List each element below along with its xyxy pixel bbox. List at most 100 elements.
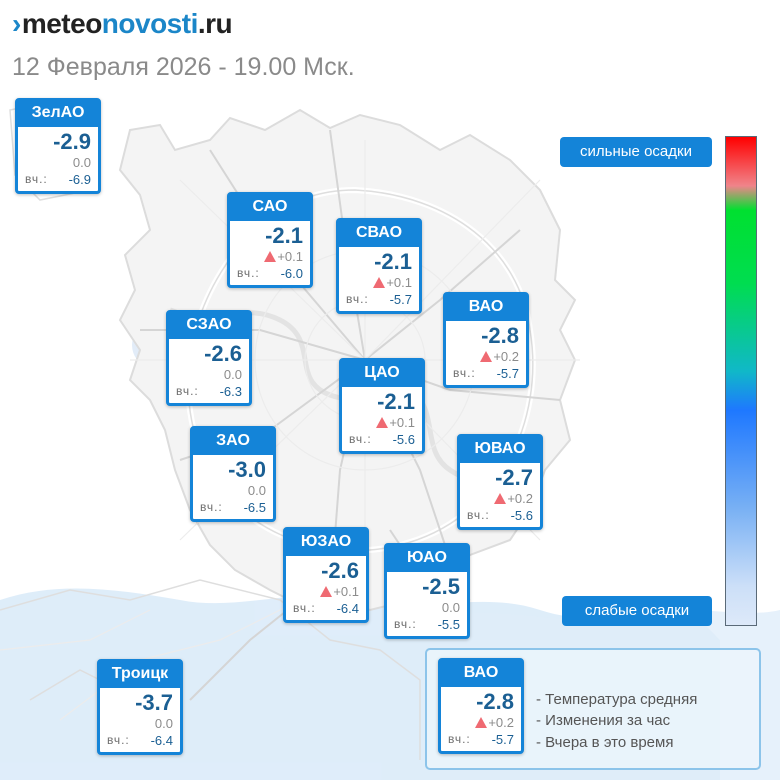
yesterday-label: вч.: xyxy=(346,292,369,306)
district-name: ВАО xyxy=(440,660,522,687)
average-temperature: -3.7 xyxy=(135,690,173,715)
logo-text-meteo: meteo xyxy=(21,8,102,39)
district-card-vao[interactable]: ВАО -2.8 +0.2 вч.: -5.7 xyxy=(443,292,529,388)
hourly-change-value: 0.0 xyxy=(441,600,460,615)
hourly-change-value: +0.2 xyxy=(493,349,519,364)
hourly-change: 0.0 xyxy=(73,155,91,170)
hourly-change-value: +0.1 xyxy=(333,584,359,599)
precipitation-scale-bar xyxy=(725,136,757,626)
yesterday-label: вч.: xyxy=(293,601,316,615)
district-card-yuao[interactable]: ЮАО -2.5 0.0 вч.: -5.5 xyxy=(384,543,470,639)
yesterday-temperature: -5.7 xyxy=(496,366,519,381)
district-card-cao[interactable]: ЦАО -2.1 +0.1 вч.: -5.6 xyxy=(339,358,425,454)
yesterday-label: вч.: xyxy=(200,500,223,514)
yesterday-temperature: -6.9 xyxy=(68,172,91,187)
hourly-change-value: 0.0 xyxy=(154,716,173,731)
hourly-change: +0.1 xyxy=(376,415,415,430)
average-temperature: -2.6 xyxy=(204,341,242,366)
hourly-change: +0.2 xyxy=(480,349,519,364)
district-card-sao[interactable]: САО -2.1 +0.1 вч.: -6.0 xyxy=(227,192,313,288)
hourly-change: +0.1 xyxy=(373,275,412,290)
yesterday-row: вч.: -6.3 xyxy=(176,384,242,399)
logo-chevron-icon: › xyxy=(12,8,21,39)
yesterday-label: вч.: xyxy=(176,384,199,398)
yesterday-temperature: -5.7 xyxy=(389,292,412,307)
rise-triangle-icon xyxy=(320,586,333,597)
precipitation-scale-high-label: сильные осадки xyxy=(560,137,712,167)
district-name: Троицк xyxy=(99,661,181,688)
average-temperature: -2.6 xyxy=(321,558,359,583)
legend-line-yesterday: - Вчера в это время xyxy=(536,734,674,751)
district-name: СЗАО xyxy=(168,312,250,339)
yesterday-label: вч.: xyxy=(25,172,48,186)
hourly-change: +0.2 xyxy=(494,491,533,506)
average-temperature: -2.8 xyxy=(476,689,514,714)
legend-sample-card: ВАО -2.8 +0.2 вч.: -5.7 xyxy=(438,658,524,754)
hourly-change-value: +0.1 xyxy=(386,275,412,290)
district-name: ВАО xyxy=(445,294,527,321)
hourly-change-value: 0.0 xyxy=(247,483,266,498)
district-card-yuvao[interactable]: ЮВАО -2.7 +0.2 вч.: -5.6 xyxy=(457,434,543,530)
yesterday-row: вч.: -6.0 xyxy=(237,266,303,281)
yesterday-temperature: -6.5 xyxy=(243,500,266,515)
rise-triangle-icon xyxy=(373,277,386,288)
hourly-change: +0.2 xyxy=(475,715,514,730)
yesterday-temperature: -5.6 xyxy=(392,432,415,447)
yesterday-row: вч.: -6.4 xyxy=(107,733,173,748)
district-card-troitsk[interactable]: Троицк -3.7 0.0 вч.: -6.4 xyxy=(97,659,183,755)
yesterday-temperature: -5.7 xyxy=(491,732,514,747)
district-name: ЮВАО xyxy=(459,436,541,463)
yesterday-label: вч.: xyxy=(448,732,471,746)
site-logo[interactable]: ›meteonovosti.ru xyxy=(12,8,233,40)
legend-line-hourly-change: - Изменения за час xyxy=(536,712,671,729)
yesterday-label: вч.: xyxy=(237,266,260,280)
yesterday-row: вч.: -5.7 xyxy=(346,292,412,307)
logo-text-domain: .ru xyxy=(197,8,233,39)
yesterday-temperature: -5.6 xyxy=(510,508,533,523)
district-card-szao[interactable]: СЗАО -2.6 0.0 вч.: -6.3 xyxy=(166,310,252,406)
district-card-zao[interactable]: ЗАО -3.0 0.0 вч.: -6.5 xyxy=(190,426,276,522)
district-name: СВАО xyxy=(338,220,420,247)
average-temperature: -3.0 xyxy=(228,457,266,482)
average-temperature: -2.7 xyxy=(495,465,533,490)
hourly-change-value: 0.0 xyxy=(223,367,242,382)
district-card-yuzao[interactable]: ЮЗАО -2.6 +0.1 вч.: -6.4 xyxy=(283,527,369,623)
average-temperature: -2.5 xyxy=(422,574,460,599)
precipitation-scale-low-label: слабые осадки xyxy=(562,596,712,626)
average-temperature: -2.1 xyxy=(374,249,412,274)
district-card-zelao[interactable]: ЗелАО -2.9 0.0 вч.: -6.9 xyxy=(15,98,101,194)
hourly-change-value: +0.1 xyxy=(389,415,415,430)
hourly-change: +0.1 xyxy=(264,249,303,264)
hourly-change: 0.0 xyxy=(224,367,242,382)
yesterday-temperature: -6.3 xyxy=(219,384,242,399)
yesterday-temperature: -6.0 xyxy=(280,266,303,281)
yesterday-label: вч.: xyxy=(394,617,417,631)
yesterday-label: вч.: xyxy=(453,366,476,380)
yesterday-temperature: -6.4 xyxy=(336,601,359,616)
district-name: ЗелАО xyxy=(17,100,99,127)
hourly-change-value: +0.2 xyxy=(488,715,514,730)
yesterday-row: вч.: -6.9 xyxy=(25,172,91,187)
yesterday-label: вч.: xyxy=(467,508,490,522)
district-name: ЗАО xyxy=(192,428,274,455)
yesterday-row: вч.: -5.6 xyxy=(349,432,415,447)
yesterday-row: вч.: -5.7 xyxy=(448,732,514,747)
hourly-change-value: +0.1 xyxy=(277,249,303,264)
average-temperature: -2.8 xyxy=(481,323,519,348)
district-name: ЮАО xyxy=(386,545,468,572)
yesterday-temperature: -6.4 xyxy=(150,733,173,748)
district-name: ЮЗАО xyxy=(285,529,367,556)
legend-line-temperature: - Температура средняя xyxy=(536,691,698,708)
yesterday-row: вч.: -6.5 xyxy=(200,500,266,515)
yesterday-row: вч.: -5.5 xyxy=(394,617,460,632)
hourly-change: +0.1 xyxy=(320,584,359,599)
rise-triangle-icon xyxy=(264,251,277,262)
hourly-change: 0.0 xyxy=(155,716,173,731)
yesterday-row: вч.: -6.4 xyxy=(293,601,359,616)
yesterday-label: вч.: xyxy=(349,432,372,446)
district-card-svao[interactable]: СВАО -2.1 +0.1 вч.: -5.7 xyxy=(336,218,422,314)
yesterday-row: вч.: -5.7 xyxy=(453,366,519,381)
yesterday-label: вч.: xyxy=(107,733,130,747)
average-temperature: -2.9 xyxy=(53,129,91,154)
rise-triangle-icon xyxy=(475,717,488,728)
